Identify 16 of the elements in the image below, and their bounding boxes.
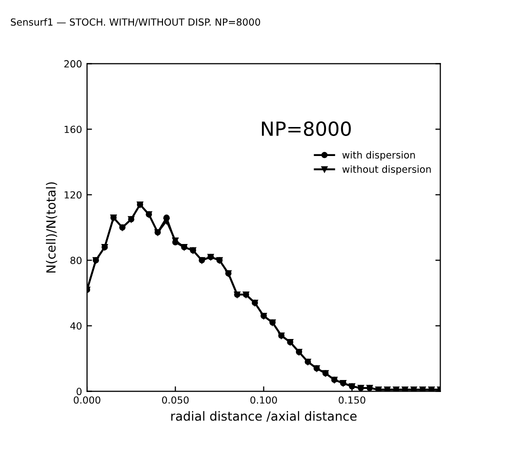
y-tick-label: 200 — [64, 60, 82, 68]
y-tick-label: 160 — [64, 126, 82, 134]
chart-title: Sensurf1 — STOCH. WITH/WITHOUT DISP. NP=8000 — [10, 18, 260, 26]
x-tick-label: 0.050 — [162, 396, 189, 404]
y-tick-label: 120 — [64, 191, 82, 199]
legend-label: without dispersion — [342, 165, 431, 175]
legend-label: with dispersion — [342, 151, 415, 160]
y-tick-label: 0 — [76, 388, 82, 396]
annotation: NP=8000 — [262, 121, 351, 136]
x-tick-label: 0.000 — [74, 396, 100, 404]
x-tick-label: 0.100 — [250, 396, 277, 404]
y-tick-label: 40 — [70, 322, 82, 330]
y-tick-label: 80 — [70, 256, 82, 264]
y-axis-title: N(cell)/N(total) — [46, 182, 58, 273]
x-axis-title: radial distance /axial distance — [171, 411, 357, 422]
x-tick-label: 0.150 — [338, 396, 366, 404]
